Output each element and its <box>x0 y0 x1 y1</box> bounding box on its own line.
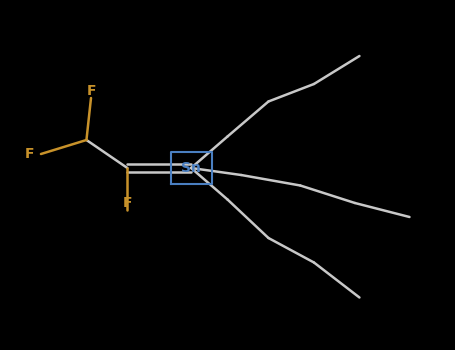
Text: Sn: Sn <box>181 161 201 175</box>
Text: F: F <box>123 196 132 210</box>
Text: F: F <box>25 147 34 161</box>
Text: F: F <box>86 84 96 98</box>
